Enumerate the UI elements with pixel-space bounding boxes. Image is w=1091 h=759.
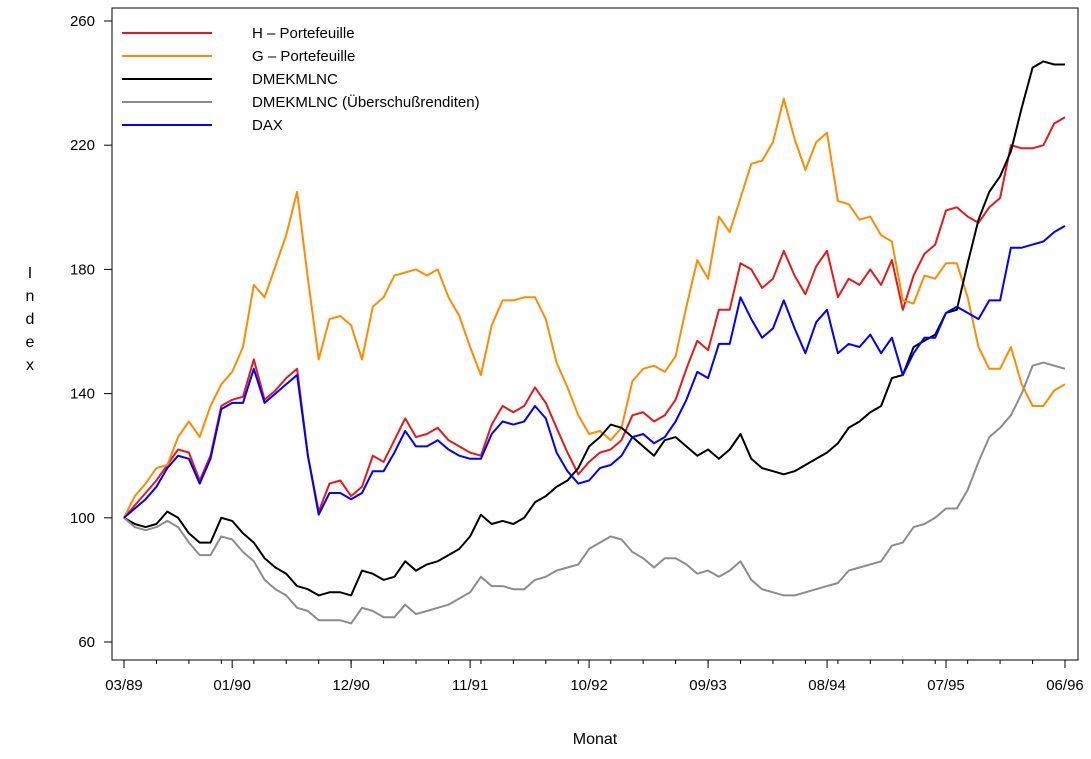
legend-label: G – Portefeuille [252, 48, 355, 65]
legend: H – Portefeuille G – Portefeuille DMEKMLNC… [122, 25, 480, 134]
x-tick-label: 06/96 [1046, 677, 1084, 694]
series-line-0 [123, 116, 1066, 519]
series-line-2 [123, 60, 1065, 597]
series-line-3 [123, 361, 1066, 625]
x-tick-label: 09/93 [689, 677, 727, 694]
x-tick-label: 10/92 [570, 677, 608, 694]
y-tick-label: 180 [70, 261, 95, 278]
y-tick-label: 140 [70, 386, 95, 403]
series-lines [123, 60, 1066, 625]
y-tick-label: 220 [70, 137, 95, 154]
series-line-1 [123, 97, 1066, 519]
legend-label: DMEKMLNC [252, 71, 338, 88]
y-axis-ticks: 60 100 140 180 220 260 [70, 13, 112, 651]
x-tick-label: 12/90 [332, 677, 370, 694]
x-tick-label: 11/91 [452, 677, 488, 694]
x-tick-label: 08/94 [808, 677, 846, 694]
y-tick-label: 260 [70, 13, 95, 30]
x-tick-label: 03/89 [105, 677, 143, 694]
y-tick-label: 100 [70, 510, 95, 527]
series-line-4 [123, 225, 1066, 519]
x-axis-ticks: 03/89 01/90 12/90 11/91 10/92 09/93 08/94 07/95… [105, 660, 1084, 694]
x-axis-label: Monat [573, 731, 618, 748]
y-tick-label: 60 [78, 634, 95, 651]
legend-label: DAX [252, 117, 283, 134]
x-tick-label: 07/95 [927, 677, 965, 694]
x-tick-label: 01/90 [213, 677, 251, 694]
legend-label: H – Portefeuille [252, 25, 355, 42]
legend-label: DMEKMLNC (Überschußrenditen) [252, 93, 480, 111]
